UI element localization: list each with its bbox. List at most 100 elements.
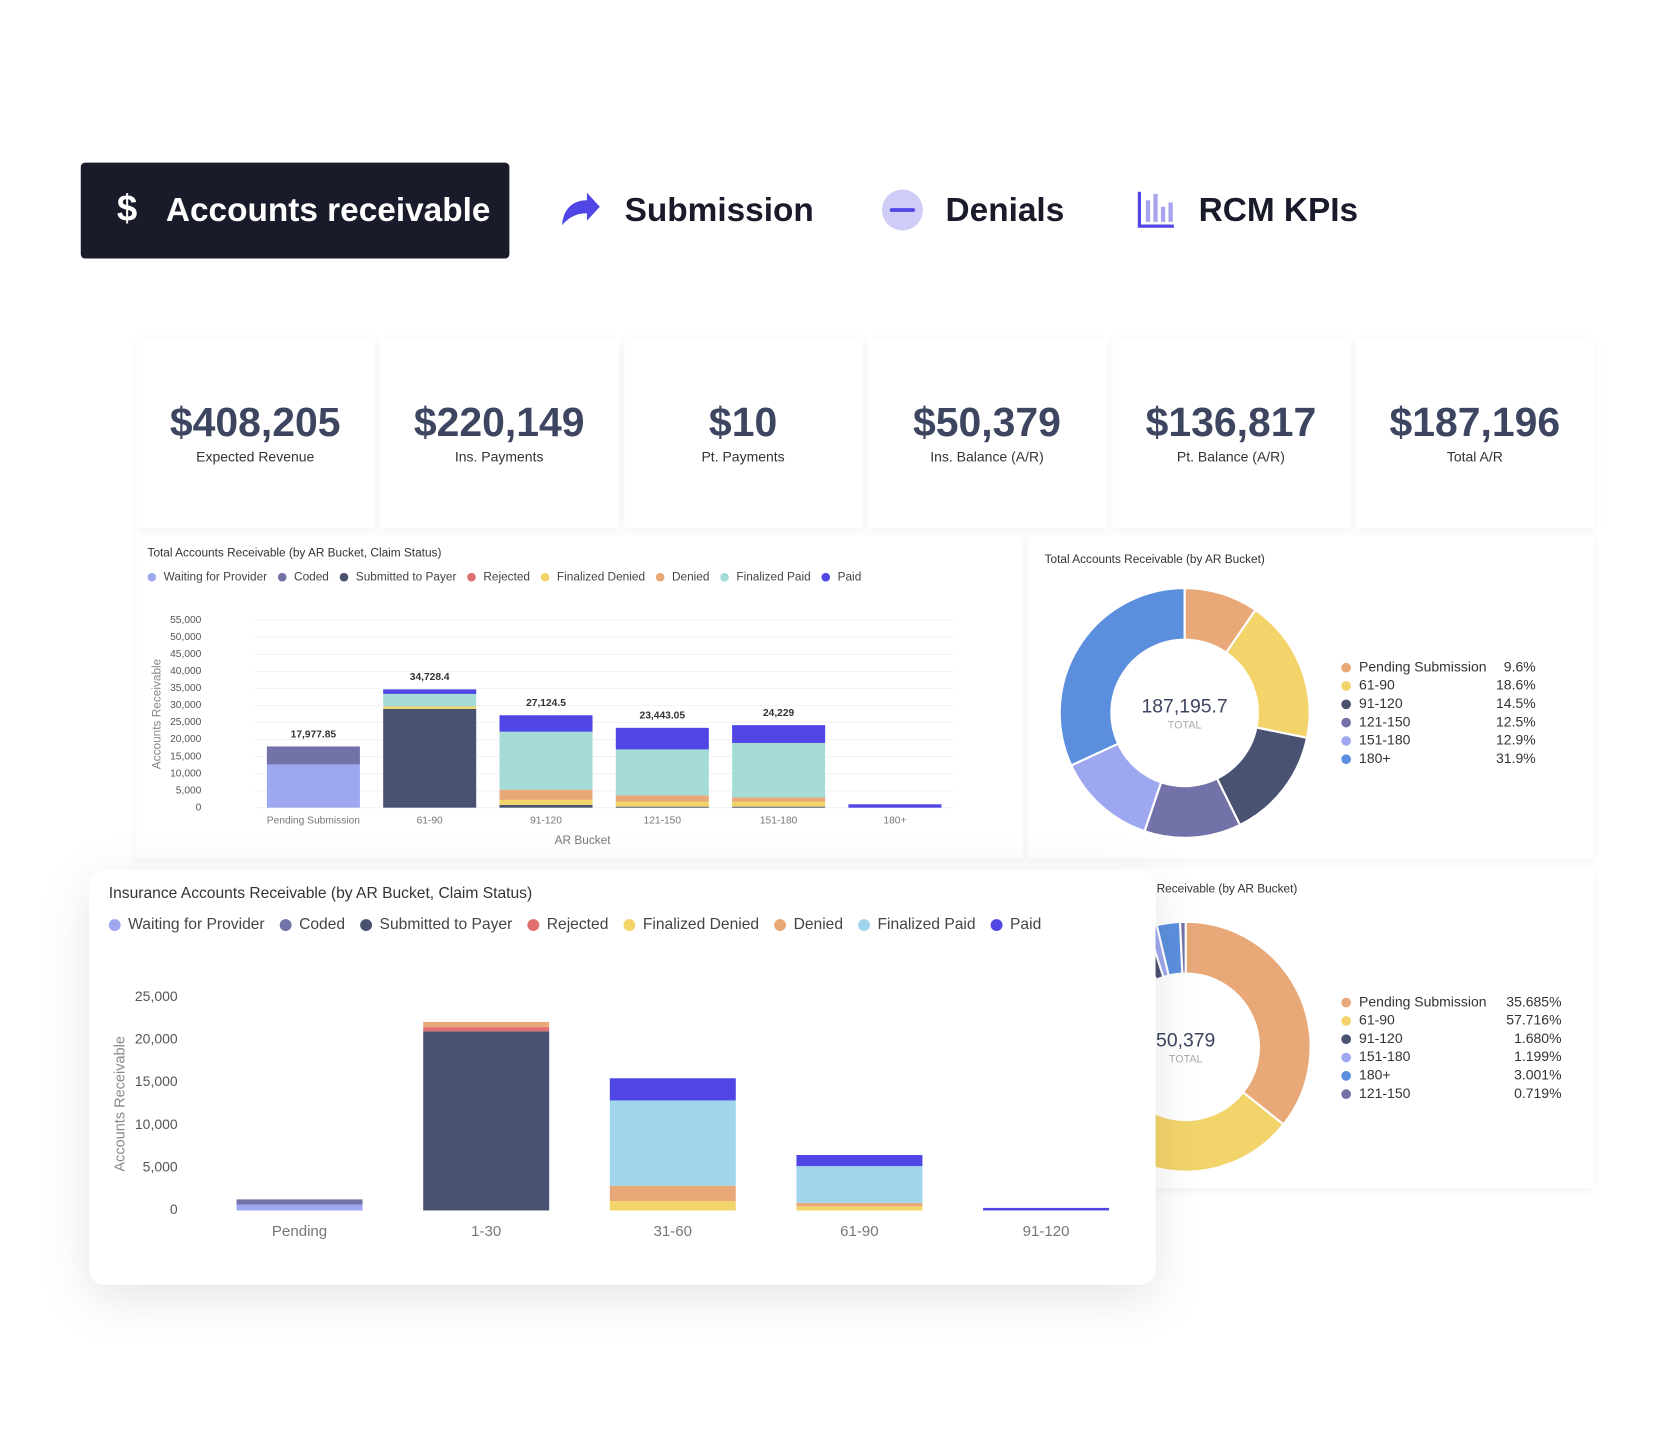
total-label: 24,229 (763, 708, 795, 719)
bar-segment (848, 804, 942, 808)
legend-marker (1341, 1089, 1351, 1099)
legend-label: Finalized Denied (557, 569, 645, 583)
bar-segment (615, 795, 709, 802)
kpi-label: Expected Revenue (196, 448, 314, 464)
legend-label: Finalized Paid (878, 916, 976, 933)
x-tick-label: 121-150 (644, 815, 682, 826)
tab-label[interactable]: RCM KPIs (1199, 192, 1358, 229)
donut-center-value: 50,379 (1156, 1030, 1215, 1052)
kpi-value: $220,149 (414, 399, 585, 445)
legend-marker (527, 919, 540, 931)
legend-value: 35.685% (1506, 993, 1561, 1009)
kpi-card (136, 339, 375, 528)
tab-label[interactable]: Accounts receivable (166, 192, 491, 229)
legend-value: 1.199% (1514, 1048, 1561, 1064)
x-tick-label: 61-90 (840, 1223, 879, 1240)
bar-segment (732, 742, 826, 798)
legend-marker (1341, 681, 1351, 691)
bar-segment (499, 731, 593, 790)
bar-segment (499, 789, 593, 800)
total-label: 34,728.4 (410, 672, 450, 683)
bar-segment (266, 764, 360, 808)
legend-marker (655, 572, 665, 582)
y-tick-label: 25,000 (135, 988, 178, 1004)
bar-segment (983, 1207, 1110, 1211)
legend-label: Rejected (483, 569, 530, 583)
chart-title: Receivable (by AR Bucket) (1157, 882, 1298, 896)
kpi-label: Ins. Balance (A/R) (930, 448, 1043, 464)
y-tick-label: 20,000 (135, 1031, 178, 1047)
legend-label: Coded (299, 916, 345, 933)
kpi-label: Pt. Balance (A/R) (1177, 448, 1285, 464)
kpi-value: $136,817 (1146, 399, 1317, 445)
bar-segment (383, 693, 477, 707)
y-tick-label: 5,000 (143, 1159, 178, 1175)
y-tick-label: 5,000 (176, 785, 202, 796)
kpi-card (1356, 339, 1595, 528)
legend-label: Finalized Denied (643, 916, 759, 933)
x-tick-label: Pending Submission (267, 815, 360, 826)
bar-segment (383, 706, 477, 709)
bar-segment (609, 1201, 736, 1211)
bar-segment (615, 727, 709, 750)
y-tick-label: 45,000 (170, 649, 202, 660)
y-tick-label: 15,000 (135, 1073, 178, 1089)
legend-marker (1341, 1052, 1351, 1063)
total-label: 17,977.85 (291, 729, 337, 740)
active-tab[interactable] (80, 162, 510, 259)
bar-segment (796, 1206, 923, 1211)
bar-segment (423, 1021, 550, 1028)
chart-title: Total Accounts Receivable (by AR Bucket,… (148, 546, 442, 560)
chart-title: Total Accounts Receivable (by AR Bucket) (1045, 552, 1265, 566)
legend-marker (623, 919, 636, 931)
tab-icon: $ (117, 188, 137, 229)
bar-segment (796, 1166, 923, 1203)
legend-label: Pending Submission (1359, 658, 1487, 674)
total-label: 27,124.5 (526, 698, 566, 709)
legend-marker (720, 572, 729, 582)
y-tick-label: 35,000 (170, 683, 202, 694)
kpi-card (1112, 339, 1351, 528)
donut-segment (1058, 586, 1186, 767)
bar-segment (383, 689, 477, 694)
legend-label: 180+ (1359, 750, 1391, 766)
donut-segment (1178, 920, 1187, 975)
y-tick-label: 20,000 (170, 734, 202, 745)
bar-segment (499, 715, 593, 732)
bar-segment (732, 797, 826, 802)
legend-marker (1341, 1016, 1351, 1026)
legend-label: Submitted to Payer (380, 916, 513, 933)
bar-segment (609, 1078, 736, 1101)
y-axis-title: Accounts Receivable (149, 658, 163, 769)
kpi-card (380, 339, 619, 528)
x-tick-label: 91-120 (1023, 1223, 1070, 1240)
bar-segment (236, 1204, 363, 1211)
bar-segment (796, 1202, 923, 1207)
y-tick-label: 0 (196, 802, 202, 813)
tab-label[interactable]: Denials (946, 192, 1065, 229)
legend-value: 12.9% (1496, 732, 1536, 748)
chart-card (136, 535, 1024, 859)
legend-value: 57.716% (1506, 1012, 1561, 1028)
kpi-row: $408,205 Expected Revenue $220,149 Ins. Pay… (136, 339, 1595, 528)
legend-marker (277, 572, 287, 582)
chart-title: Insurance Accounts Receivable (by AR Buc… (109, 885, 532, 902)
kpi-card (868, 339, 1107, 528)
legend-label: Pending Submission (1359, 993, 1487, 1009)
x-tick-label: 151-180 (760, 815, 798, 826)
legend-label: Coded (294, 569, 329, 583)
bar-segment (423, 1031, 550, 1211)
tab-icon (1137, 191, 1174, 228)
x-tick-label: 1-30 (471, 1223, 501, 1240)
legend-marker (467, 572, 476, 582)
x-axis-title: AR Bucket (555, 833, 612, 847)
legend-label: 61-90 (1359, 677, 1395, 693)
kpi-card (624, 339, 863, 528)
kpi-value: $408,205 (170, 399, 341, 445)
legend-marker (1341, 1034, 1351, 1045)
legend-marker (1341, 662, 1351, 673)
legend-marker (147, 572, 157, 582)
legend-label: Submitted to Payer (356, 569, 457, 583)
tab-label[interactable]: Submission (625, 192, 814, 229)
